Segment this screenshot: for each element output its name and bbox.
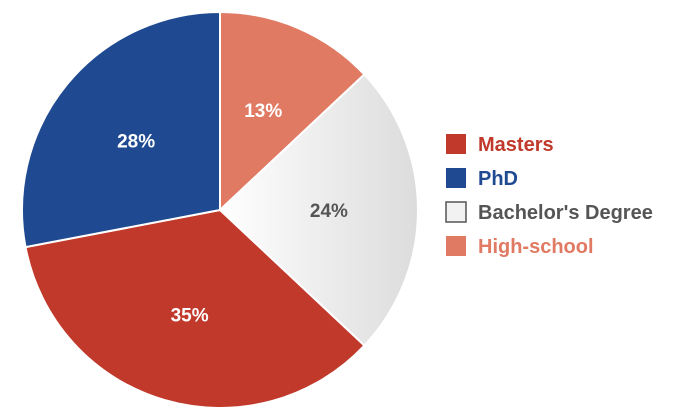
legend-label-masters: Masters <box>478 134 554 156</box>
value-label-high-school: 13% <box>244 101 282 122</box>
legend-item-phd: PhD <box>446 168 518 190</box>
legend: Masters PhD Bachelor's Degree High-school <box>445 134 653 258</box>
value-label-masters: 35% <box>171 306 209 327</box>
legend-swatch-masters <box>446 134 466 154</box>
value-label-phd: 28% <box>117 132 155 153</box>
legend-label-high-school: High-school <box>478 236 594 258</box>
legend-swatch-bachelor-s-degree <box>445 201 467 223</box>
pie-slices <box>21 10 420 408</box>
legend-item-high-school: High-school <box>446 236 594 258</box>
pie-slice-high-school <box>219 10 366 213</box>
value-label-bachelor-s-degree: 24% <box>310 201 348 222</box>
pie-slice-bachelor-s-degree <box>218 73 420 347</box>
legend-item-bachelor-s-degree: Bachelor's Degree <box>445 201 653 224</box>
pie-value-labels: 13% 24% 35% 28% <box>117 101 348 327</box>
legend-swatch-phd <box>446 168 466 188</box>
pie-slice-masters <box>24 208 366 408</box>
pie-slice-phd <box>21 10 221 249</box>
legend-label-bachelor-s-degree: Bachelor's Degree <box>478 202 653 224</box>
legend-swatch-high-school <box>446 236 466 256</box>
legend-label-phd: PhD <box>478 168 518 190</box>
legend-item-masters: Masters <box>446 134 554 156</box>
